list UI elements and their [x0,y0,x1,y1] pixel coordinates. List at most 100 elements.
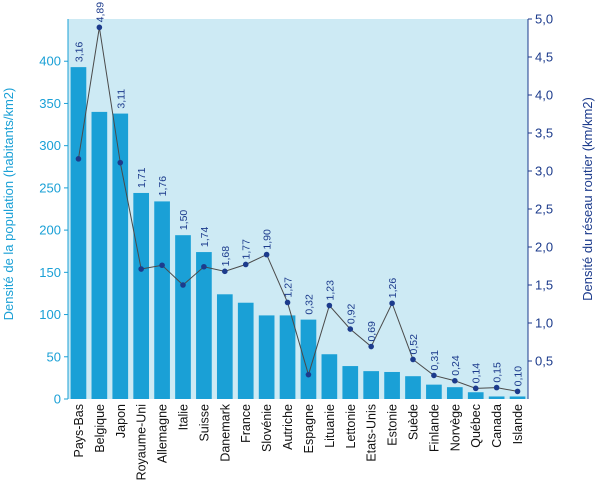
data-label: 1,68 [220,246,232,267]
series-line [77,27,518,392]
data-label: 1,27 [283,277,295,298]
category-label: Espagne [302,404,316,453]
bar [154,201,170,399]
data-label: 4,89 [94,2,106,23]
right-tick-label: 2,5 [535,202,553,217]
category-label: Lettonie [344,404,358,449]
data-label: 0,10 [513,366,525,387]
bar [509,396,526,399]
data-label: 1,71 [136,167,148,188]
bar [70,67,87,399]
category-label: Allemagne [156,404,170,463]
line-point [138,266,144,272]
line-point [410,356,416,363]
category-label: Islande [511,404,525,444]
bar [133,192,150,399]
right-tick-label: 4,5 [535,50,553,65]
category-label: Québec [469,404,483,448]
data-label: 0,15 [492,362,504,383]
line-point [75,156,82,162]
bar [279,315,296,399]
bar [321,354,338,399]
category-label: Belgique [93,404,107,453]
line-point [472,385,479,392]
category-label: Lituanie [323,404,337,448]
category-label: France [239,404,253,443]
left-tick-label: 200 [39,223,61,238]
bars-group [70,67,526,399]
left-tick-label: 400 [39,54,61,69]
line-group: 3,16 4,89 3,11 1,71 1,76 1,50 1,74 1,68 1,77 1,90… [73,2,525,395]
left-tick-label: 250 [39,180,61,195]
line-point [368,343,374,350]
right-tick-label: 3,5 [535,126,553,141]
right-tick-label: 4,0 [535,88,553,103]
line-point [347,326,354,332]
category-label: Autriche [281,404,295,450]
category-label: Italie [177,404,191,430]
data-label: 0,69 [366,321,378,342]
line-point [305,371,312,378]
data-label: 0,32 [303,294,315,315]
right-tick-label: 0,5 [535,354,553,369]
category-labels: Pays-Bas Belgique Japon Royaume-Uni Allemagn… [72,403,525,480]
data-label: 1,76 [157,176,169,197]
right-tick-label: 1,5 [535,278,553,293]
line-point [117,159,124,166]
bar [216,294,233,399]
category-label: Etats-Unis [365,404,379,462]
line-point [452,377,458,384]
right-tick-label: 3,0 [535,164,553,179]
data-label: 3,11 [115,89,127,109]
bar [112,113,129,399]
data-label: 0,31 [429,350,441,371]
left-tick-label: 50 [47,349,61,364]
left-tick-label: 300 [39,138,61,153]
bar [446,387,463,399]
category-label: Norvège [448,404,462,451]
bar [363,371,380,399]
line-point [180,282,186,288]
right-axis: 0,5 1,0 1,5 2,0 2,5 3,0 3,5 4,0 4,5 5,0 [527,12,553,399]
category-label: Suisse [197,404,211,442]
category-label: Royaume-Uni [135,404,149,480]
data-label: 0,24 [450,355,462,376]
bar [258,315,275,399]
data-label: 3,16 [73,42,85,63]
left-tick-label: 100 [39,307,61,322]
data-label: 0,14 [471,363,483,384]
bar [467,392,484,399]
data-label: 0,92 [345,303,357,324]
line-point [263,251,270,258]
line-point [96,24,103,31]
data-label: 1,50 [178,210,190,231]
line-point [222,268,228,275]
line-point [242,261,249,268]
left-tick-label: 150 [39,265,61,280]
bar [342,366,359,399]
right-tick-label: 2,0 [535,240,553,255]
category-label: Estonie [386,404,400,446]
bar [91,111,108,399]
category-label: Suède [407,404,421,440]
line-point [326,302,333,309]
bar [300,319,317,399]
data-label: 1,77 [241,239,253,260]
bar [426,384,442,399]
left-tick-label: 350 [39,96,61,111]
line-point [493,384,500,391]
right-axis-title: Densité du réseau routier (km/km2) [580,97,595,301]
data-label: 1,23 [324,280,336,301]
line-point [159,262,165,269]
bar [405,376,421,399]
right-tick-label: 1,0 [535,316,553,331]
data-label: 0,52 [408,334,420,355]
left-axis: 0 50 100 150 200 250 300 350 400 [39,19,69,407]
category-label: Finlande [427,404,441,452]
right-tick-label: 5,0 [535,12,553,27]
bar [196,252,212,399]
bar [488,396,505,399]
category-label: Pays-Bas [72,404,86,458]
category-label: Slovénie [260,404,274,452]
line-point [284,299,291,306]
